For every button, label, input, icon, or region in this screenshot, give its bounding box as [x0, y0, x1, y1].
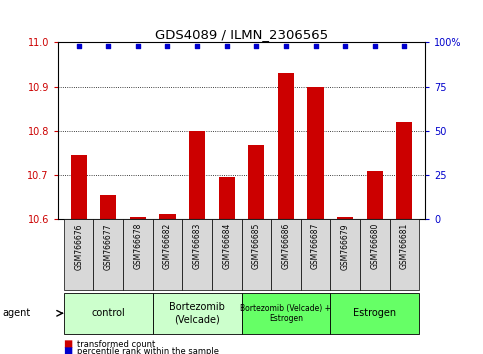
Bar [182, 219, 212, 290]
Bar [64, 219, 94, 290]
Point [400, 43, 408, 49]
Bar [337, 217, 353, 219]
Text: control: control [91, 308, 125, 318]
Bar [153, 293, 242, 334]
Bar [271, 219, 301, 290]
Bar [242, 293, 330, 334]
Text: Bortezomib
(Velcade): Bortezomib (Velcade) [169, 302, 225, 324]
Bar [159, 214, 176, 219]
Bar [130, 217, 146, 219]
Text: GSM766676: GSM766676 [74, 223, 83, 269]
Text: GSM766680: GSM766680 [370, 223, 379, 269]
Text: GSM766687: GSM766687 [311, 223, 320, 269]
Point [282, 43, 290, 49]
Text: GSM766681: GSM766681 [400, 223, 409, 269]
Title: GDS4089 / ILMN_2306565: GDS4089 / ILMN_2306565 [155, 28, 328, 41]
Bar [219, 177, 235, 219]
Bar [100, 195, 116, 219]
Point [253, 43, 260, 49]
Bar [360, 219, 389, 290]
Text: GSM766683: GSM766683 [193, 223, 201, 269]
Text: GSM766679: GSM766679 [341, 223, 350, 269]
Point [371, 43, 379, 49]
Point [341, 43, 349, 49]
Point [104, 43, 112, 49]
Text: Estrogen: Estrogen [353, 308, 396, 318]
Text: GSM766682: GSM766682 [163, 223, 172, 269]
Text: ■: ■ [63, 339, 72, 349]
Bar [367, 171, 383, 219]
Bar [153, 219, 182, 290]
Bar [330, 293, 419, 334]
Bar [396, 122, 412, 219]
Point [134, 43, 142, 49]
Point [193, 43, 201, 49]
Text: agent: agent [2, 308, 30, 318]
Bar [389, 219, 419, 290]
Text: GSM766678: GSM766678 [133, 223, 142, 269]
Bar [71, 155, 87, 219]
Bar [212, 219, 242, 290]
Point [164, 43, 171, 49]
Bar [307, 87, 324, 219]
Point [75, 43, 83, 49]
Bar [278, 73, 294, 219]
Text: ■: ■ [63, 346, 72, 354]
Bar [242, 219, 271, 290]
Text: percentile rank within the sample: percentile rank within the sample [77, 347, 219, 354]
Bar [123, 219, 153, 290]
Text: transformed count: transformed count [77, 339, 156, 349]
Text: Bortezomib (Velcade) +
Estrogen: Bortezomib (Velcade) + Estrogen [241, 304, 331, 323]
Bar [94, 219, 123, 290]
Bar [189, 131, 205, 219]
Bar [248, 145, 265, 219]
Bar [330, 219, 360, 290]
Bar [301, 219, 330, 290]
Text: GSM766677: GSM766677 [104, 223, 113, 269]
Point [223, 43, 230, 49]
Text: GSM766684: GSM766684 [222, 223, 231, 269]
Text: GSM766686: GSM766686 [282, 223, 290, 269]
Bar [64, 293, 153, 334]
Point [312, 43, 319, 49]
Text: GSM766685: GSM766685 [252, 223, 261, 269]
